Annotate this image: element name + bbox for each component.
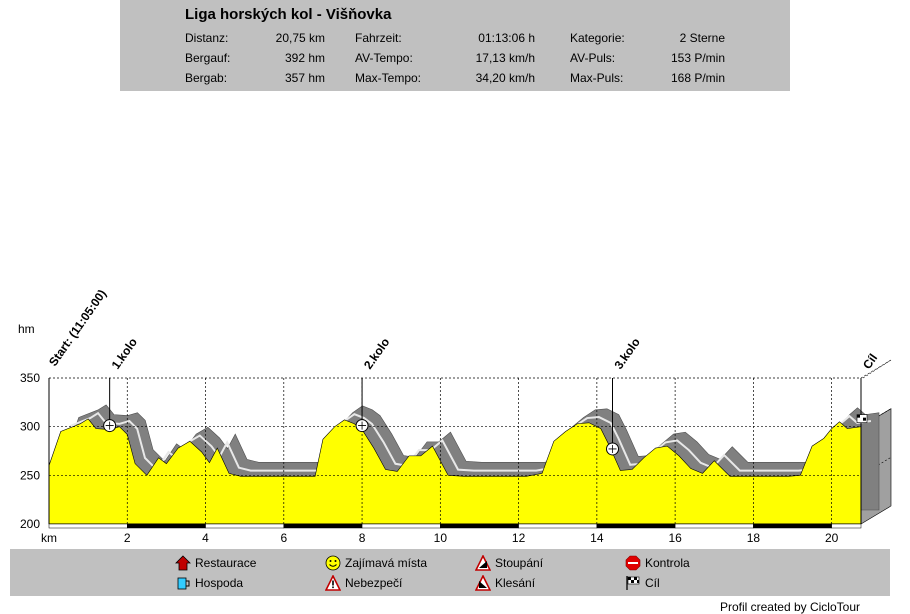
descent-icon xyxy=(475,575,491,591)
lap-marker-cross xyxy=(358,421,367,430)
x-tick-label: 4 xyxy=(202,531,209,545)
legend-label: Stoupání xyxy=(495,556,544,570)
y-tick-label: 350 xyxy=(20,371,40,385)
max-speed-value: 34,20 km/h xyxy=(475,71,535,85)
km-band-segment xyxy=(674,523,754,529)
x-tick-label: 18 xyxy=(747,531,761,545)
route-title: Liga horských kol - Višňovka xyxy=(185,6,392,23)
legend-item-stoupani: Stoupání xyxy=(475,555,543,571)
km-band-segment xyxy=(753,523,832,529)
km-band-segment xyxy=(440,523,519,529)
category-value: 2 Sterne xyxy=(679,31,725,45)
time-value: 01:13:06 h xyxy=(478,31,535,45)
km-band-segment xyxy=(831,523,862,529)
side-gridline xyxy=(860,359,892,379)
distance-value: 20,75 km xyxy=(275,31,325,45)
climb-icon xyxy=(475,555,491,571)
avg-pulse-value: 153 P/min xyxy=(670,51,725,65)
lap-marker-cross xyxy=(608,444,617,453)
x-tick-label: 2 xyxy=(124,531,131,545)
km-band-segment xyxy=(361,523,441,529)
finish-flag-icon xyxy=(626,576,640,590)
km-band-segment xyxy=(518,523,598,529)
legend-label: Nebezpečí xyxy=(345,576,403,590)
legend-item-klesani: Klesání xyxy=(475,575,535,591)
elevation-chart: 200 250 300 350 2 4 6 8 10 12 14 16 18 20 km hm Start: … xyxy=(18,287,892,545)
lap-label: 1.kolo xyxy=(109,335,140,371)
descent-label: Bergab: xyxy=(185,71,228,85)
legend: Restaurace Hospoda Zajímavá místa Nebezp… xyxy=(10,549,890,596)
max-speed-label: Max-Tempo: xyxy=(355,71,422,85)
legend-item-cil: Cíl xyxy=(625,575,660,591)
legend-item-kontrola: Kontrola xyxy=(625,555,690,571)
side-gridline xyxy=(862,359,892,379)
lap-label: 3.kolo xyxy=(611,335,642,371)
avg-speed-label: AV-Tempo: xyxy=(355,51,413,65)
legend-label: Cíl xyxy=(645,576,660,590)
smiley-icon xyxy=(325,555,341,571)
finish-flag-square xyxy=(863,417,866,421)
ascent-value: 392 hm xyxy=(284,51,325,65)
max-pulse-value: 168 P/min xyxy=(670,71,725,85)
lap-label: 2.kolo xyxy=(361,335,392,371)
km-band-segment xyxy=(48,523,128,529)
x-tick-label: 20 xyxy=(825,531,839,545)
finish-flag-icon xyxy=(856,414,868,423)
house-icon xyxy=(175,555,191,571)
legend-label: Hospoda xyxy=(195,576,244,590)
credit-text: Profil created by CicloTour xyxy=(719,600,860,614)
distance-label: Distanz: xyxy=(185,31,229,45)
finish-flag-square xyxy=(857,414,860,418)
legend-label: Kontrola xyxy=(645,556,690,570)
stats-panel: Liga horských kol - Višňovka Distanz: 20… xyxy=(120,0,790,91)
y-axis-label: hm xyxy=(18,322,35,336)
x-axis-label: km xyxy=(41,531,57,545)
x-tick-label: 6 xyxy=(280,531,287,545)
lap-label: Start: (11:05:00) xyxy=(46,287,109,369)
x-tick-label: 8 xyxy=(359,531,366,545)
km-band-segment xyxy=(127,523,206,529)
descent-value: 357 hm xyxy=(284,71,325,85)
beer-mug-icon xyxy=(177,577,190,590)
time-label: Fahrzeit: xyxy=(355,31,402,45)
legend-label: Restaurace xyxy=(195,556,257,570)
km-band-segment xyxy=(205,523,285,529)
y-tick-label: 300 xyxy=(20,420,40,434)
stop-icon xyxy=(625,555,641,571)
y-tick-label: 250 xyxy=(20,468,40,482)
km-band-segment xyxy=(596,523,676,529)
legend-label: Zajímavá místa xyxy=(345,556,428,570)
y-tick-label: 200 xyxy=(20,517,40,531)
legend-label: Klesání xyxy=(495,576,536,590)
x-tick-label: 14 xyxy=(590,531,604,545)
elevation-area xyxy=(48,418,862,525)
x-tick-label: 12 xyxy=(512,531,526,545)
max-pulse-label: Max-Puls: xyxy=(570,71,624,85)
ascent-label: Bergauf: xyxy=(185,51,231,65)
x-tick-label: 10 xyxy=(434,531,448,545)
km-band-segment xyxy=(283,523,363,529)
legend-item-zajimava-mista: Zajímavá místa xyxy=(325,555,427,571)
category-label: Kategorie: xyxy=(570,31,625,45)
legend-item-restaurace: Restaurace xyxy=(175,555,256,571)
avg-pulse-label: AV-Puls: xyxy=(570,51,616,65)
legend-item-hospoda: Hospoda xyxy=(175,575,243,591)
avg-speed-value: 17,13 km/h xyxy=(475,51,535,65)
warning-icon xyxy=(325,575,341,591)
legend-item-nebezpeci: Nebezpečí xyxy=(325,575,402,591)
lap-marker-cross xyxy=(105,421,114,430)
x-tick-label: 16 xyxy=(668,531,682,545)
